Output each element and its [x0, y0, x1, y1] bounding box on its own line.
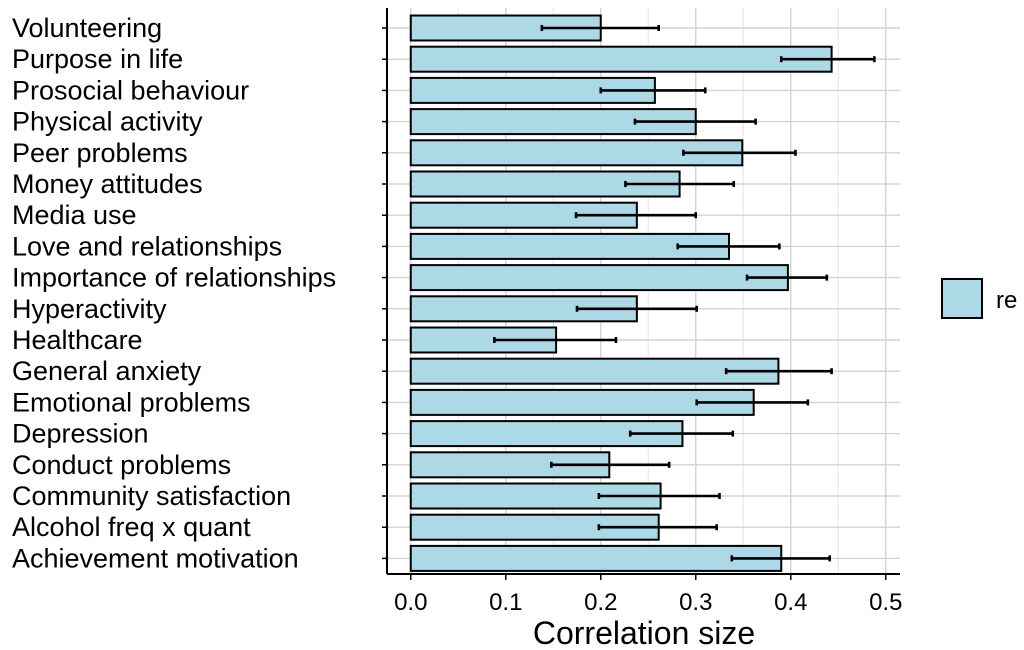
- category-label: Conduct problems: [12, 450, 231, 480]
- error-bar: [730, 555, 832, 562]
- error-bar: [597, 524, 718, 531]
- error-bar: [599, 87, 707, 94]
- category-label: Depression: [12, 419, 149, 449]
- bar: [409, 232, 730, 260]
- x-tick-label: 0.3: [679, 589, 712, 616]
- error-bar: [624, 181, 736, 187]
- category-label: Alcohol freq x quant: [12, 512, 251, 542]
- x-axis-title: Correlation size: [533, 615, 755, 650]
- category-label: Peer problems: [12, 138, 188, 168]
- error-bar: [550, 461, 671, 468]
- bar: [409, 264, 789, 292]
- category-label: Importance of relationships: [12, 263, 336, 293]
- category-label: Emotional problems: [12, 387, 251, 417]
- error-bar: [682, 149, 797, 156]
- category-label: Healthcare: [12, 325, 143, 355]
- x-tick-label: 0.0: [394, 589, 427, 616]
- error-bar: [745, 274, 829, 281]
- x-tick-label: 0.1: [489, 589, 522, 616]
- error-bar: [540, 25, 661, 31]
- category-label: Purpose in life: [12, 44, 183, 74]
- error-bar: [628, 430, 735, 437]
- bar: [409, 357, 780, 385]
- error-bar: [493, 337, 618, 343]
- category-label: Community satisfaction: [12, 481, 291, 511]
- category-label: Prosocial behaviour: [12, 75, 249, 105]
- error-bar: [695, 399, 810, 406]
- category-label: Hyperactivity: [12, 294, 167, 324]
- x-tick-labels: 0.0 0.1 0.2 0.3 0.4 0.5: [394, 589, 902, 616]
- error-bar: [597, 493, 721, 499]
- x-tick-label: 0.2: [584, 589, 617, 616]
- error-bar: [575, 305, 699, 312]
- error-bar: [633, 118, 757, 125]
- legend-swatch: [941, 278, 983, 319]
- category-label: Love and relationships: [12, 231, 282, 261]
- category-label: Physical activity: [12, 107, 203, 137]
- category-label: General anxiety: [12, 356, 202, 386]
- bar: [409, 544, 783, 572]
- error-bar: [676, 243, 781, 250]
- legend-label: re: [996, 287, 1017, 314]
- category-label: Achievement motivation: [12, 543, 299, 573]
- category-label: Money attitudes: [12, 169, 203, 199]
- axes: [382, 8, 900, 580]
- x-tick-label: 0.5: [869, 589, 902, 616]
- error-bar: [574, 212, 698, 219]
- error-bar: [724, 368, 833, 375]
- error-bar: [779, 56, 876, 63]
- error-bars: [493, 25, 876, 562]
- legend: re: [941, 278, 1017, 319]
- category-label: Volunteering: [12, 13, 162, 43]
- bar: [409, 45, 833, 73]
- category-label: Media use: [12, 200, 137, 230]
- x-tick-label: 0.4: [774, 589, 807, 616]
